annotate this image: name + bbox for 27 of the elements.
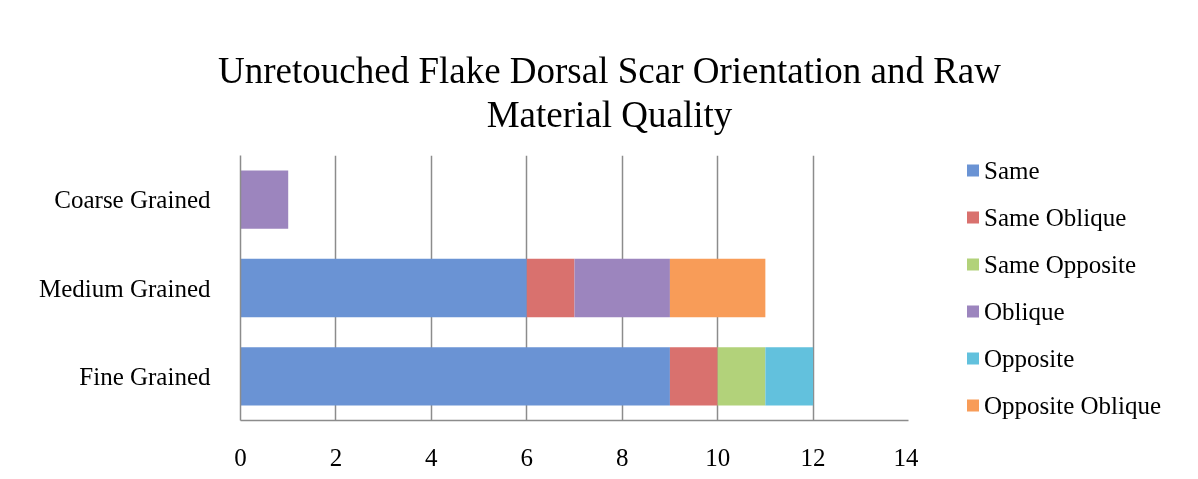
- bar: [669, 347, 718, 406]
- x-tick-label: 10: [705, 443, 731, 471]
- bar: [574, 258, 670, 318]
- x-tick-label: 6: [520, 443, 534, 471]
- x-tick-label: 4: [425, 443, 439, 471]
- x-tick-label: 0: [234, 443, 247, 471]
- bar: [765, 347, 814, 406]
- bar: [240, 170, 289, 229]
- legend-label: Opposite Oblique: [984, 391, 1162, 419]
- x-tick-label: 2: [329, 443, 343, 471]
- y-tick-label: Medium Grained: [39, 274, 211, 302]
- bar: [240, 347, 670, 406]
- legend-label: Same Oblique: [984, 203, 1127, 231]
- legend-label: Opposite: [984, 344, 1075, 372]
- x-tick-label: 12: [800, 443, 826, 471]
- bar: [526, 258, 575, 318]
- x-tick-label: 8: [615, 443, 629, 471]
- bar: [717, 347, 766, 406]
- bar: [240, 258, 527, 318]
- bar: [669, 258, 766, 318]
- legend-label: Same: [984, 156, 1040, 184]
- x-tick-label: 14: [893, 443, 919, 471]
- legend-label: Oblique: [984, 297, 1065, 325]
- chart-title: Unretouched Flake Dorsal Scar Orientation and Raw Material Quality: [218, 50, 1002, 135]
- y-tick-label: Coarse Grained: [54, 186, 211, 214]
- y-tick-label: Fine Grained: [79, 362, 211, 390]
- legend-label: Same Opposite: [984, 250, 1137, 278]
